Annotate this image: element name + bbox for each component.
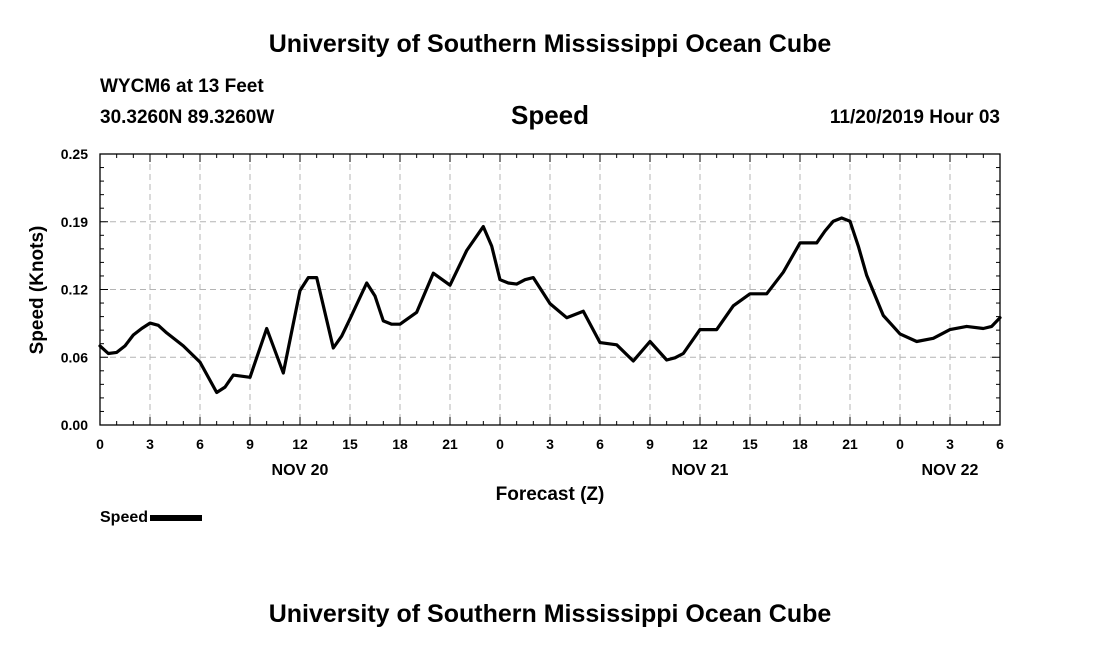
y-tick-label: 0.06 bbox=[61, 349, 88, 365]
x-tick-label: 3 bbox=[946, 436, 954, 452]
x-axis-label: Forecast (Z) bbox=[496, 484, 605, 505]
x-tick-label: 15 bbox=[742, 436, 758, 452]
chart-grid bbox=[100, 154, 1000, 425]
legend-swatch bbox=[150, 514, 203, 521]
x-tick-label: 0 bbox=[896, 436, 904, 452]
x-tick-label: 6 bbox=[596, 436, 604, 452]
x-tick-label: 12 bbox=[292, 436, 308, 452]
date-label: NOV 21 bbox=[672, 462, 729, 479]
x-tick-label: 18 bbox=[392, 436, 408, 452]
station-label: WYCM6 at 13 Feet bbox=[100, 76, 264, 97]
y-axis-label: Speed (Knots) bbox=[27, 226, 48, 355]
issue-time-label: 11/20/2019 Hour 03 bbox=[829, 107, 1000, 128]
coordinates-label: 30.3260N 89.3260W bbox=[100, 107, 275, 128]
x-tick-label: 6 bbox=[996, 436, 1004, 452]
y-tick-label: 0.00 bbox=[61, 417, 88, 433]
chart-legend: Speed bbox=[100, 509, 203, 527]
x-tick-label: 3 bbox=[146, 436, 154, 452]
page-title: University of Southern Mississippi Ocean… bbox=[268, 30, 832, 58]
tick-labels: 0 3 6 9 12 15 18 21 0 3 6 9 12 15 18 21 0 3 6 0.00 0.06 0.12 0… bbox=[61, 146, 1004, 479]
x-tick-label: 15 bbox=[342, 436, 358, 452]
chart-title: Speed bbox=[510, 100, 590, 130]
y-tick-label: 0.19 bbox=[61, 214, 88, 230]
x-tick-label: 3 bbox=[546, 436, 554, 452]
x-tick-label: 0 bbox=[96, 436, 104, 452]
y-tick-label: 0.12 bbox=[61, 282, 88, 298]
series-line-speed bbox=[98, 216, 1002, 395]
y-tick-label: 0.25 bbox=[61, 146, 88, 162]
x-tick-label: 12 bbox=[692, 436, 708, 452]
axis-ticks bbox=[99, 153, 1001, 426]
x-tick-label: 9 bbox=[246, 436, 254, 452]
series-layer bbox=[98, 216, 1002, 395]
x-tick-label: 0 bbox=[496, 436, 504, 452]
x-tick-label: 6 bbox=[196, 436, 204, 452]
date-label: NOV 22 bbox=[922, 462, 979, 479]
x-tick-label: 21 bbox=[842, 436, 858, 452]
legend-label: Speed bbox=[100, 509, 149, 526]
date-label: NOV 20 bbox=[272, 462, 329, 479]
x-tick-label: 18 bbox=[792, 436, 808, 452]
footer-title: University of Southern Mississippi Ocean… bbox=[268, 600, 832, 628]
x-tick-label: 21 bbox=[442, 436, 458, 452]
x-tick-label: 9 bbox=[646, 436, 654, 452]
